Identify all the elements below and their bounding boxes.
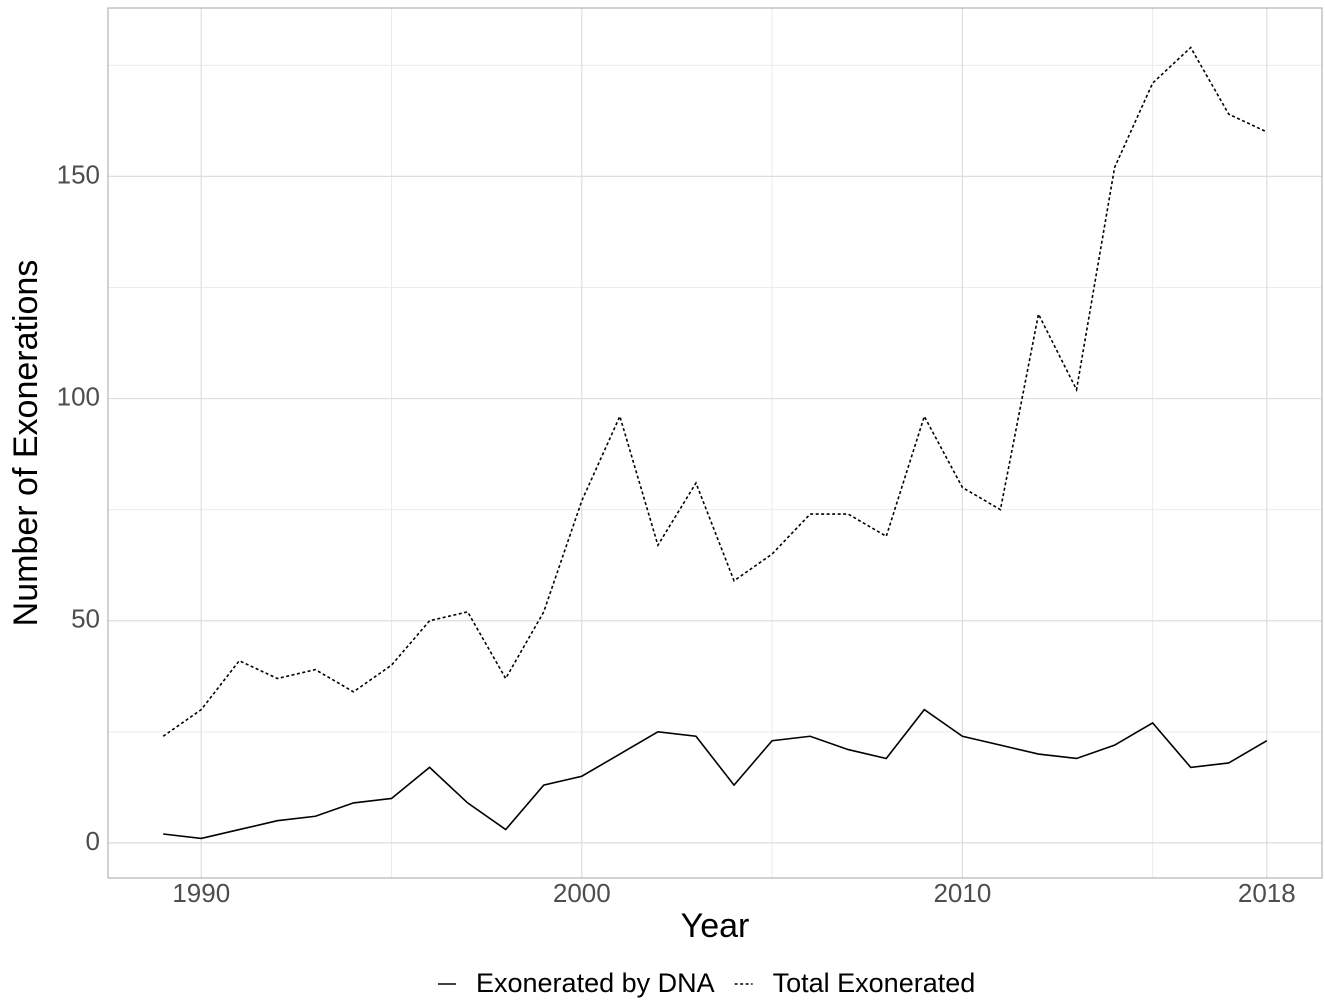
legend-label: Total Exonerated	[773, 968, 976, 998]
series-line	[162, 46, 1268, 737]
y-tick-label: 50	[71, 604, 100, 634]
y-tick-label: 0	[86, 826, 100, 856]
x-tick-label: 1990	[172, 878, 230, 908]
x-tick-label: 2010	[933, 878, 991, 908]
x-axis-title: Year	[681, 907, 750, 945]
panel-border	[107, 7, 1323, 879]
x-tick-label: 2018	[1238, 878, 1296, 908]
legend-label: Exonerated by DNA	[476, 968, 715, 998]
y-tick-label: 100	[57, 381, 100, 411]
y-tick-label: 150	[57, 159, 100, 189]
x-tick-label: 2000	[553, 878, 611, 908]
y-axis-title: Number of Exonerations	[7, 260, 45, 627]
series-line	[163, 708, 1268, 840]
